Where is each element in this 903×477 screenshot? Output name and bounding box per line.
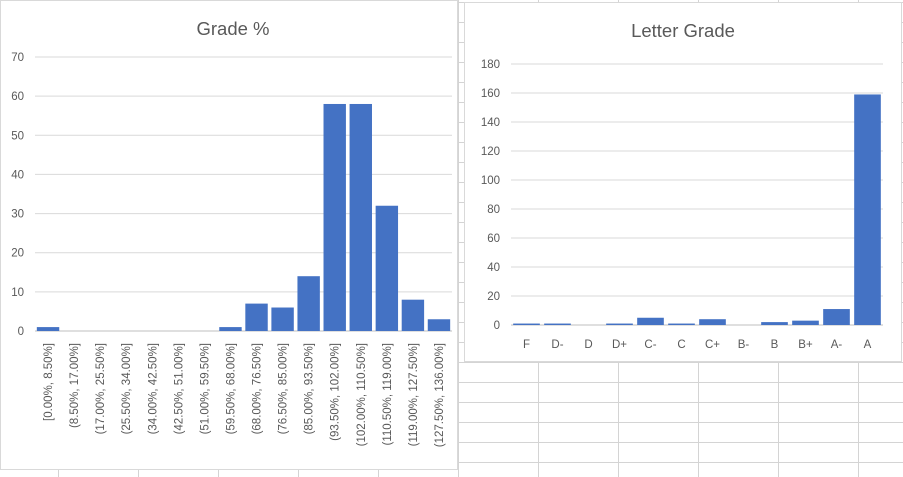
- grade-percent-chart-svg: Grade % 0 10 20 30 40 50 60 70 [0.00%, 8.50%] (8.…: [11, 18, 452, 447]
- x-tick-label: D-: [551, 339, 563, 351]
- bar[interactable]: [219, 327, 242, 331]
- y-tick-label: 60: [487, 233, 500, 245]
- x-tick-label: D: [584, 339, 592, 351]
- y-tick-label: 0: [18, 326, 24, 338]
- y-tick-label: 20: [11, 248, 24, 260]
- y-tick-label: 60: [11, 91, 24, 103]
- bar[interactable]: [323, 103, 346, 331]
- y-tick-label: 160: [481, 88, 500, 100]
- grade-percent-chart-title: Grade %: [196, 18, 269, 39]
- x-tick-label: C-: [644, 339, 656, 351]
- x-tick-label: (85.00%, 93.50%]: [304, 343, 316, 434]
- bar[interactable]: [513, 323, 540, 325]
- x-tick-label: C: [677, 339, 685, 351]
- bar[interactable]: [854, 94, 881, 325]
- y-tick-label: 100: [481, 175, 500, 187]
- bar[interactable]: [297, 276, 320, 331]
- x-tick-label: (93.50%, 102.00%]: [330, 343, 342, 441]
- x-tick-label: A-: [831, 339, 843, 351]
- x-tick-label: [0.00%, 8.50%]: [43, 343, 55, 421]
- bar[interactable]: [401, 299, 425, 331]
- bar[interactable]: [349, 103, 372, 331]
- x-tick-label: C+: [705, 339, 720, 351]
- y-tick-label: 40: [487, 262, 500, 274]
- bar[interactable]: [36, 327, 60, 331]
- x-tick-label: (17.00%, 25.50%]: [95, 343, 107, 434]
- bar[interactable]: [544, 323, 571, 325]
- letter-grade-chart-title: Letter Grade: [631, 20, 735, 41]
- y-tick-label: 20: [487, 291, 500, 303]
- x-tick-label: (119.00%, 127.50%]: [408, 343, 420, 446]
- letter-grade-chart-svg: Letter Grade 0 20 40 60 80 100 120 140 160 180 F D-…: [481, 20, 883, 351]
- y-tick-label: 180: [481, 59, 500, 71]
- x-tick-label: (25.50%, 34.00%]: [121, 343, 133, 434]
- y-tick-label: 120: [481, 146, 500, 158]
- bar[interactable]: [761, 322, 788, 325]
- x-tick-label: (59.50%, 68.00%]: [225, 343, 237, 434]
- y-tick-label: 80: [487, 204, 500, 216]
- x-tick-label: D+: [612, 339, 627, 351]
- x-tick-label: B+: [798, 339, 813, 351]
- bar[interactable]: [699, 319, 726, 325]
- x-tick-label: B-: [738, 339, 750, 351]
- x-tick-label: (51.00%, 59.50%]: [199, 343, 211, 434]
- y-tick-label: 30: [11, 209, 24, 221]
- x-tick-label: A: [864, 339, 872, 351]
- x-tick-label: (102.00%, 110.50%]: [356, 343, 368, 446]
- bar[interactable]: [792, 320, 819, 325]
- bar[interactable]: [823, 309, 850, 325]
- bar[interactable]: [245, 303, 268, 331]
- y-tick-label: 10: [11, 287, 24, 299]
- x-tick-label: (8.50%, 17.00%]: [69, 343, 81, 428]
- y-tick-label: 40: [11, 169, 24, 181]
- x-tick-label: (127.50%, 136.00%]: [434, 343, 446, 447]
- x-tick-label: F: [523, 339, 530, 351]
- x-tick-label: (110.50%, 119.00%]: [382, 343, 394, 446]
- bar[interactable]: [271, 307, 294, 331]
- grade-percent-chart[interactable]: Grade % 0 10 20 30 40 50 60 70 [0.00%, 8.50%] (8.…: [0, 0, 458, 470]
- bar[interactable]: [375, 205, 399, 331]
- bar[interactable]: [606, 323, 633, 325]
- y-tick-label: 70: [11, 52, 24, 64]
- x-tick-label: (42.50%, 51.00%]: [173, 343, 185, 434]
- bar[interactable]: [427, 319, 451, 331]
- x-tick-label: (76.50%, 85.00%]: [278, 343, 290, 434]
- bar[interactable]: [668, 323, 695, 325]
- letter-grade-chart[interactable]: Letter Grade 0 20 40 60 80 100 120 140 160 180 F D-…: [464, 2, 902, 362]
- x-tick-label: (34.00%, 42.50%]: [147, 343, 159, 434]
- y-tick-label: 50: [11, 130, 24, 142]
- x-tick-label: B: [771, 339, 779, 351]
- y-tick-label: 140: [481, 117, 500, 129]
- x-tick-label: (68.00%, 76.50%]: [252, 343, 264, 434]
- bar[interactable]: [637, 317, 664, 325]
- y-tick-label: 0: [494, 320, 500, 332]
